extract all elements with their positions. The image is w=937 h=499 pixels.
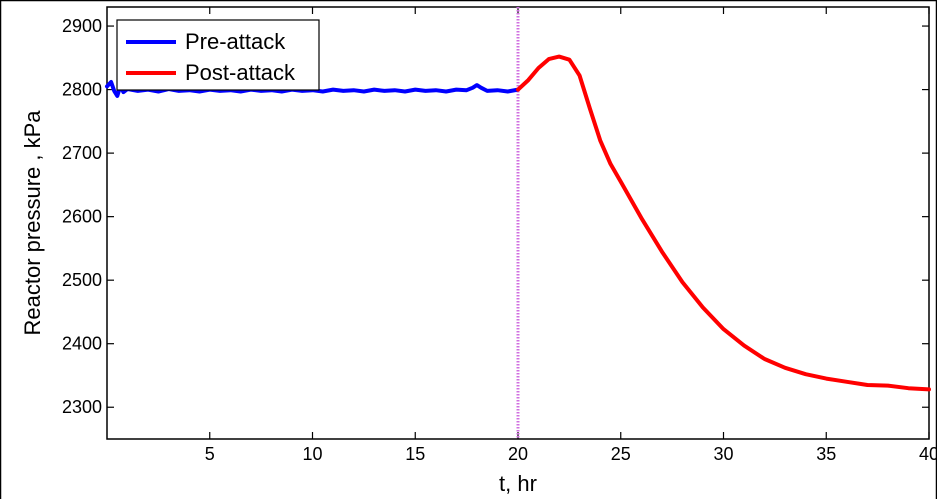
y-tick-label: 2900 — [62, 16, 102, 36]
x-tick-label: 40 — [919, 444, 937, 464]
axis-ticks — [107, 7, 930, 439]
legend: Pre-attack Post-attack — [116, 19, 320, 91]
series-line-post-attack — [516, 54, 931, 392]
y-tick-label: 2700 — [62, 143, 102, 163]
x-tick-label: 25 — [611, 444, 631, 464]
y-tick-label: 2500 — [62, 270, 102, 290]
x-tick-label: 15 — [405, 444, 425, 464]
x-tick-label: 35 — [816, 444, 836, 464]
x-axis-label: t, hr — [499, 471, 537, 496]
axis-tick-labels: 5 10 15 20 25 30 35 40 2300 2400 2500 2600 2700 2800 2… — [62, 16, 937, 464]
y-axis-label: Reactor pressure , kPa — [20, 110, 45, 336]
y-tick-label: 2300 — [62, 397, 102, 417]
y-tick-label: 2400 — [62, 334, 102, 354]
x-tick-label: 20 — [508, 444, 528, 464]
legend-label-pre-attack: Pre-attack — [185, 29, 286, 54]
x-tick-label: 5 — [205, 444, 215, 464]
x-tick-label: 30 — [713, 444, 733, 464]
y-tick-label: 2800 — [62, 80, 102, 100]
legend-label-post-attack: Post-attack — [185, 60, 296, 85]
x-tick-label: 10 — [302, 444, 322, 464]
y-tick-label: 2600 — [62, 207, 102, 227]
legend-box — [116, 19, 320, 91]
